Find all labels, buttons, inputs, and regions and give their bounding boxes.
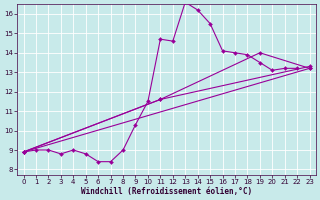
X-axis label: Windchill (Refroidissement éolien,°C): Windchill (Refroidissement éolien,°C) [81,187,252,196]
